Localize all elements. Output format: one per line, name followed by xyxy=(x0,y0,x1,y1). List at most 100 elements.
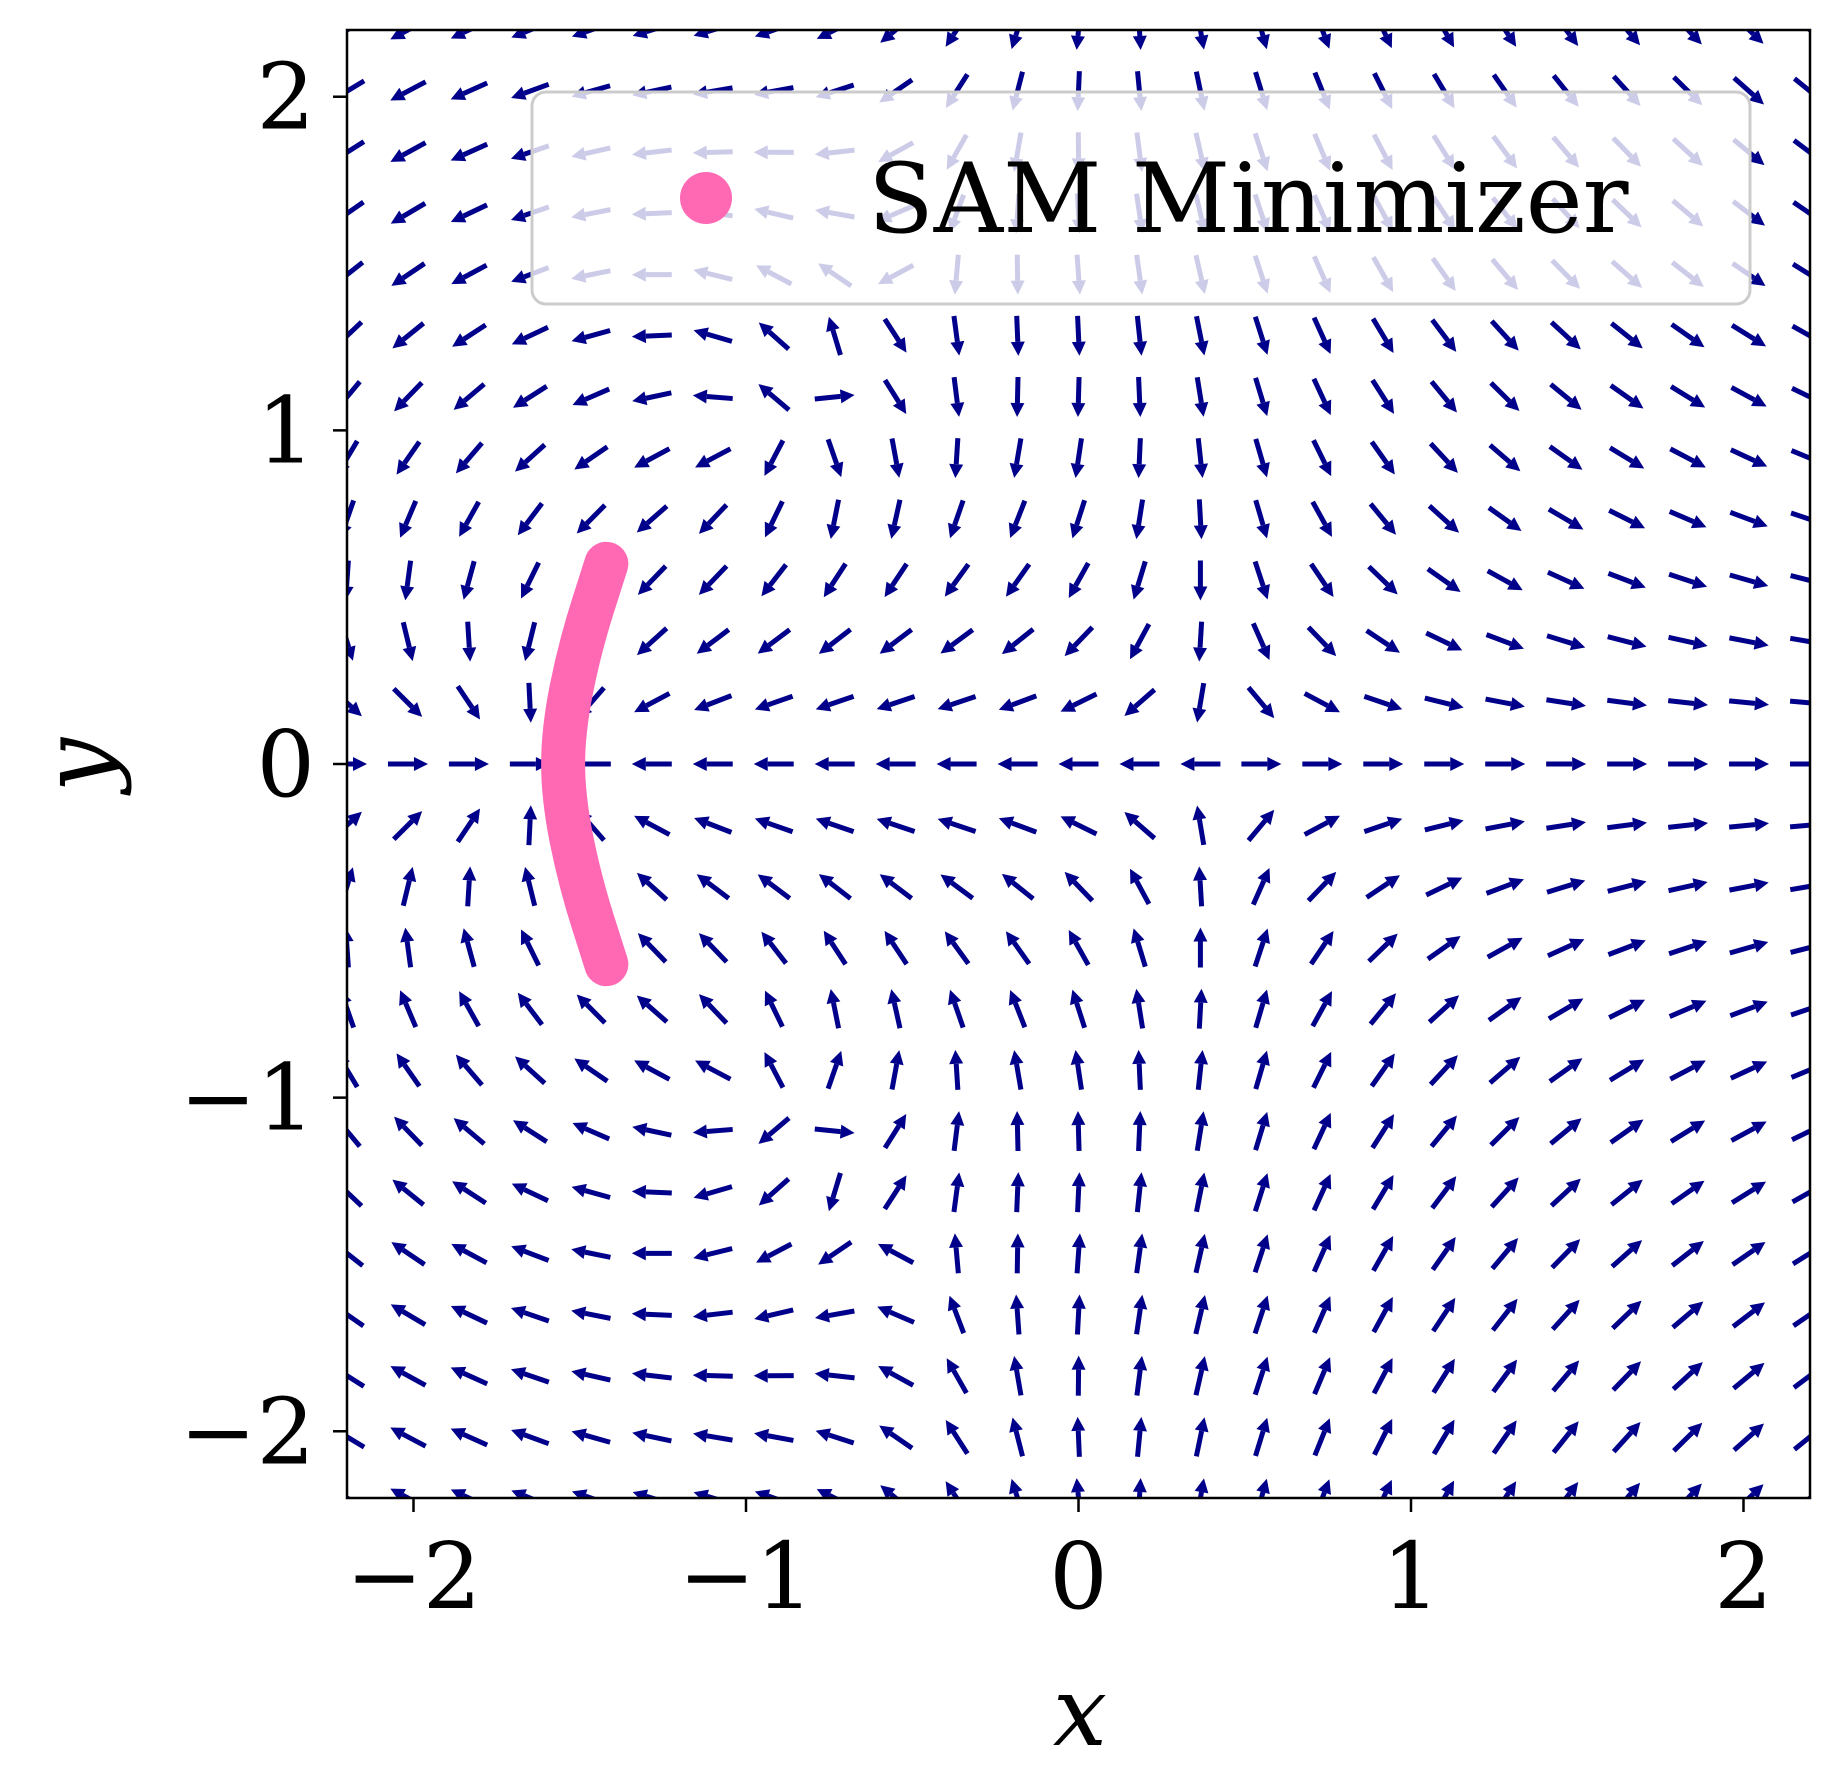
field-arrow xyxy=(815,1428,855,1446)
field-arrow xyxy=(511,81,550,100)
field-arrow xyxy=(400,621,417,662)
field-arrow xyxy=(400,927,415,968)
field-arrow xyxy=(1427,504,1460,533)
y-axis: −2 −1 0 1 2 xyxy=(179,44,347,1485)
field-arrow xyxy=(1729,1060,1768,1081)
field-arrow xyxy=(391,1242,426,1267)
field-arrow xyxy=(1008,990,1028,1029)
field-arrow xyxy=(1546,633,1586,651)
field-arrow xyxy=(1611,1361,1642,1392)
field-arrow xyxy=(1486,568,1523,591)
field-arrow xyxy=(693,1428,733,1443)
field-arrow xyxy=(877,1305,915,1325)
field-arrow xyxy=(1180,757,1221,771)
field-arrow xyxy=(1606,696,1647,711)
field-arrow xyxy=(1306,625,1337,657)
field-arrow xyxy=(948,989,966,1029)
field-arrow xyxy=(1193,499,1208,540)
field-arrow xyxy=(754,1428,794,1443)
field-arrow xyxy=(347,757,367,771)
field-arrow xyxy=(1789,698,1810,706)
field-arrow xyxy=(1379,1479,1393,1498)
field-arrow xyxy=(521,866,538,907)
field-arrow xyxy=(1010,376,1025,417)
field-arrow xyxy=(1133,315,1148,356)
field-arrow xyxy=(1729,1000,1768,1019)
field-arrow xyxy=(1789,883,1810,893)
field-arrow xyxy=(1193,866,1208,907)
field-arrow xyxy=(1306,871,1337,903)
field-arrow xyxy=(1309,930,1334,966)
field-arrow xyxy=(571,1428,611,1445)
field-arrow xyxy=(1310,500,1333,537)
field-arrow xyxy=(1071,376,1086,417)
field-arrow xyxy=(761,931,788,965)
field-arrow xyxy=(347,1311,365,1328)
field-arrow xyxy=(1009,30,1023,50)
field-arrow xyxy=(572,386,611,406)
field-arrow xyxy=(764,1052,786,1089)
field-arrow xyxy=(631,1184,672,1199)
field-arrow xyxy=(1607,878,1647,894)
field-arrow xyxy=(1791,323,1810,339)
field-arrow xyxy=(1070,30,1085,50)
field-arrow xyxy=(1668,634,1708,650)
field-arrow xyxy=(1668,878,1708,894)
field-arrow xyxy=(753,1368,794,1383)
field-arrow xyxy=(459,500,481,537)
field-arrow xyxy=(1009,1417,1025,1457)
field-arrow xyxy=(390,140,427,162)
field-arrow xyxy=(459,991,481,1028)
field-arrow xyxy=(634,691,671,713)
field-arrow xyxy=(450,1366,489,1387)
field-arrow xyxy=(576,503,607,534)
field-arrow xyxy=(1546,569,1585,590)
field-arrow xyxy=(1129,622,1152,660)
field-arrow xyxy=(950,1172,965,1213)
field-arrow xyxy=(815,693,855,712)
field-arrow xyxy=(520,561,541,599)
field-arrow xyxy=(1132,30,1147,50)
field-arrow xyxy=(511,1428,550,1447)
field-arrow xyxy=(390,79,427,101)
field-arrow xyxy=(1790,1067,1810,1080)
y-tick-label: 1 xyxy=(256,377,315,484)
field-arrow xyxy=(390,1304,427,1327)
field-arrow xyxy=(1071,1416,1086,1457)
field-arrow xyxy=(1609,1119,1644,1145)
field-arrow xyxy=(879,1425,914,1451)
field-arrow xyxy=(1132,1049,1147,1090)
field-arrow xyxy=(634,1060,671,1082)
field-arrow xyxy=(823,930,848,966)
field-arrow xyxy=(1428,1055,1458,1087)
field-arrow xyxy=(1548,444,1583,470)
field-arrow xyxy=(1790,1128,1810,1142)
field-arrow xyxy=(1009,1050,1024,1090)
field-arrow xyxy=(515,1056,547,1086)
field-arrow xyxy=(1253,989,1270,1029)
field-arrow xyxy=(1133,1294,1148,1335)
field-arrow xyxy=(1502,1481,1517,1498)
field-arrow xyxy=(631,1368,672,1382)
field-arrow xyxy=(1431,1419,1455,1456)
field-arrow xyxy=(571,1306,611,1321)
field-arrow xyxy=(450,202,489,223)
field-arrow xyxy=(1253,377,1270,417)
field-arrow xyxy=(1728,878,1769,893)
field-arrow xyxy=(1791,1189,1810,1205)
field-arrow xyxy=(1241,757,1282,771)
field-arrow xyxy=(1192,682,1207,723)
field-arrow xyxy=(1551,1421,1579,1455)
field-arrow xyxy=(571,1183,611,1200)
field-arrow xyxy=(1426,935,1461,962)
field-arrow xyxy=(754,693,794,712)
field-arrow xyxy=(1194,1049,1209,1090)
field-arrow xyxy=(1253,1111,1270,1151)
field-arrow xyxy=(1133,1233,1148,1274)
field-arrow xyxy=(1312,1296,1332,1334)
legend-label: SAM Minimizer xyxy=(868,143,1629,255)
field-arrow xyxy=(1792,1433,1810,1452)
field-arrow xyxy=(1311,1173,1332,1212)
field-arrow xyxy=(394,380,424,412)
